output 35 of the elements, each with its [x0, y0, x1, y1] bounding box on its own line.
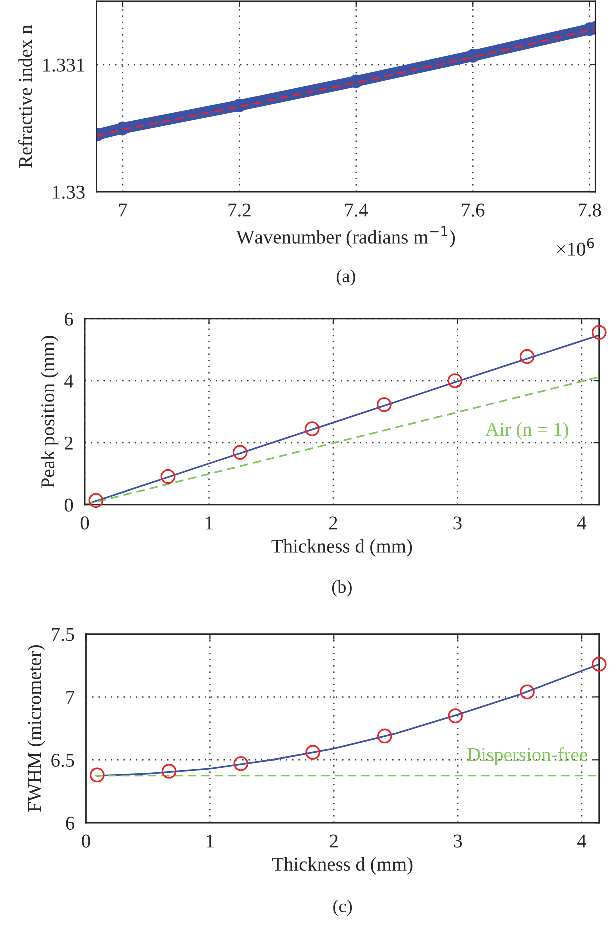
x-tick-label: 1 — [207, 834, 214, 848]
y-tick-label: 4 — [64, 374, 74, 388]
series-label: Dispersion-free — [468, 747, 588, 766]
y-tick-label: 6 — [65, 312, 74, 326]
x-axis-title: Thickness d (mm) — [272, 539, 412, 557]
x-tick-label: 1 — [206, 516, 213, 530]
text: (b) — [332, 580, 352, 597]
y-tick-label: 7 — [66, 691, 75, 704]
x-tick-label: 3 — [454, 516, 462, 530]
x-tick-label: 7 — [119, 204, 128, 217]
y-tick-label: 2 — [65, 436, 73, 450]
y-tick-label: 1.33 — [53, 186, 85, 200]
y-axis-title: FWHM (micrometer) — [28, 646, 46, 812]
text: (a) — [336, 270, 356, 286]
x-tick-label: 7.8 — [578, 204, 602, 217]
x-tick-label: 2 — [330, 834, 338, 848]
text: ×10$^{6}$ — [557, 238, 594, 256]
y-axis-title: Peak position (mm) — [40, 336, 59, 488]
x-tick-label: 7.6 — [462, 204, 485, 217]
y-tick-label: 1.331 — [44, 58, 84, 72]
series-label: Air (n = 1) — [486, 422, 568, 440]
x-axis-title: Wavenumber (radians m$^{−1}$) — [236, 226, 456, 248]
x-axis-title: Thickness d (mm) — [272, 857, 413, 875]
text: (c) — [334, 900, 352, 916]
y-tick-label: 6.5 — [52, 754, 74, 768]
x-tick-label: 4 — [578, 834, 587, 848]
x-tick-label: 2 — [329, 516, 338, 530]
x-tick-label: 4 — [577, 516, 587, 530]
x-tick-label: 7.4 — [346, 204, 368, 217]
y-tick-label: 6 — [66, 816, 75, 830]
x-tick-label: 3 — [454, 834, 462, 848]
y-tick-label: 0 — [64, 498, 74, 512]
y-axis-title: Refractive index n — [18, 25, 32, 168]
x-tick-label: 7.2 — [228, 204, 251, 217]
y-tick-label: 7.5 — [52, 628, 74, 642]
